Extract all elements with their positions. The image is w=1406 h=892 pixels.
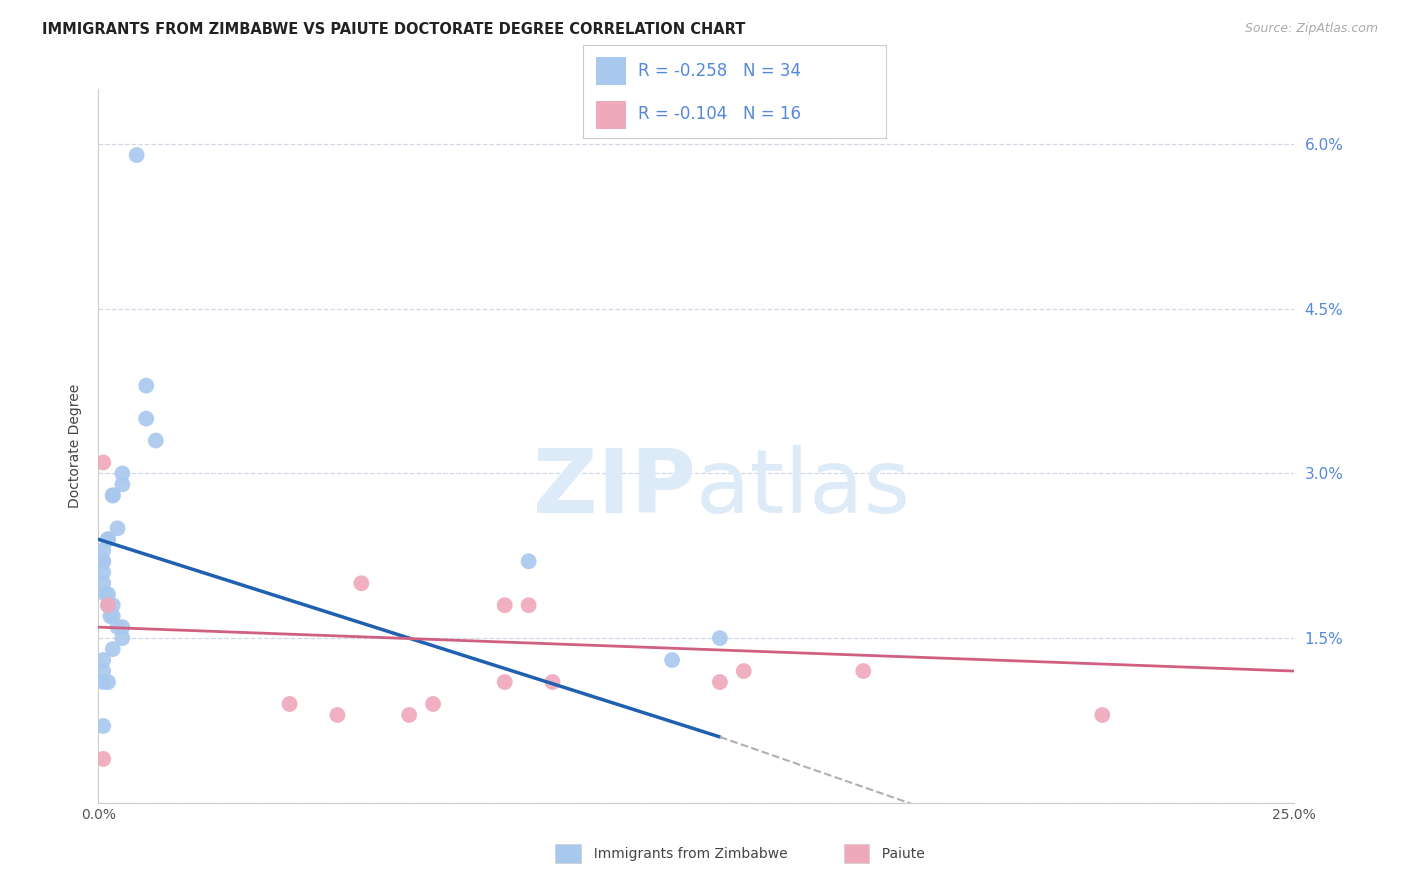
Point [91,543,114,558]
Point [494,598,516,612]
Point [97,675,120,690]
Point [97,533,120,547]
Point [111,467,134,481]
Point [91,554,114,568]
Text: ZIP: ZIP [533,445,696,533]
Point [422,697,444,711]
Point [661,653,683,667]
Text: Immigrants from Zimbabwe: Immigrants from Zimbabwe [585,847,787,861]
Point [94,587,117,601]
Point [278,697,301,711]
Point [101,598,124,612]
Point [91,576,114,591]
Point [852,664,875,678]
Point [101,488,124,502]
Point [135,378,157,392]
Point [101,488,124,502]
Point [326,708,349,723]
Bar [596,57,626,85]
Y-axis label: Doctorate Degree: Doctorate Degree [69,384,83,508]
Point [398,708,420,723]
Point [97,587,120,601]
Point [709,675,731,690]
Point [91,664,114,678]
Text: Source: ZipAtlas.com: Source: ZipAtlas.com [1244,22,1378,36]
Bar [596,101,626,129]
Point [91,566,114,580]
Point [145,434,167,448]
Point [541,675,564,690]
Point [111,477,134,491]
Text: Paiute: Paiute [873,847,925,861]
Point [101,642,124,657]
Point [91,653,114,667]
Point [733,664,755,678]
Point [350,576,373,591]
Point [517,598,540,612]
Point [98,609,122,624]
Point [111,631,134,645]
Point [91,719,114,733]
Point [107,521,129,535]
Point [494,675,516,690]
Point [91,554,114,568]
Text: R = -0.258   N = 34: R = -0.258 N = 34 [638,62,801,79]
Point [135,411,157,425]
Point [91,455,114,469]
Point [91,752,114,766]
Point [97,598,120,612]
Text: R = -0.104   N = 16: R = -0.104 N = 16 [638,105,801,123]
Point [97,598,120,612]
Point [709,631,731,645]
Text: atlas: atlas [696,445,911,533]
Point [1091,708,1114,723]
Point [107,620,129,634]
Point [125,148,148,162]
Point [517,554,540,568]
Point [111,620,134,634]
Point [101,609,124,624]
Text: IMMIGRANTS FROM ZIMBABWE VS PAIUTE DOCTORATE DEGREE CORRELATION CHART: IMMIGRANTS FROM ZIMBABWE VS PAIUTE DOCTO… [42,22,745,37]
Point [97,533,120,547]
Point [91,675,114,690]
